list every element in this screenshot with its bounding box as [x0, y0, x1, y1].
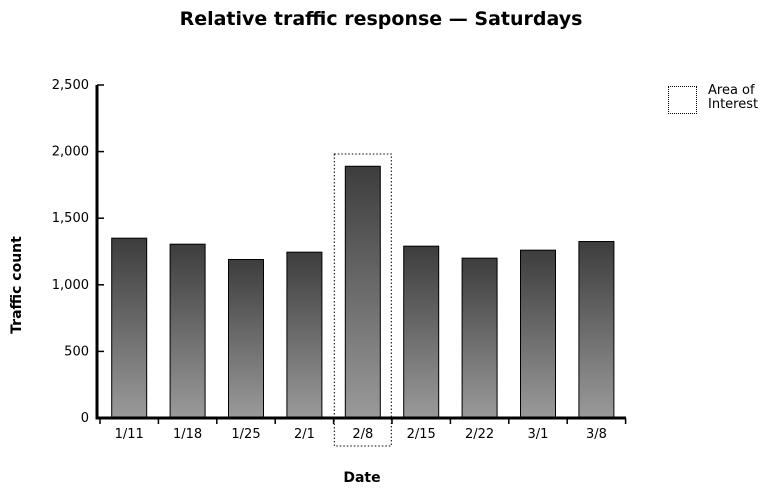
area-of-interest-box — [333, 153, 392, 447]
chart-title: Relative traffic response — Saturdays — [179, 8, 583, 30]
x-tick-label: 1/11 — [115, 427, 144, 442]
y-tick-label: 2,000 — [52, 145, 89, 160]
bar-3-1 — [520, 249, 556, 419]
x-tick-label: 2/8 — [352, 427, 373, 442]
x-tick-label: 3/8 — [586, 427, 607, 442]
x-axis-title: Date — [343, 470, 381, 486]
legend-label: Area of Interest — [708, 83, 759, 112]
y-tick-label: 0 — [81, 411, 89, 426]
y-axis-title: Traffic count — [9, 236, 25, 334]
legend-swatch — [668, 86, 697, 114]
bar-1-25 — [228, 258, 264, 419]
bar-2-15 — [403, 245, 440, 419]
y-tick-label: 1,000 — [52, 278, 89, 293]
y-tick-label: 2,500 — [52, 78, 89, 93]
bar-3-8 — [578, 241, 615, 419]
bar-2-8 — [344, 165, 381, 419]
x-tick-label: 1/25 — [231, 427, 260, 442]
x-tick-label: 2/1 — [294, 427, 315, 442]
y-tick-label: 500 — [64, 344, 89, 359]
bar-1-18 — [169, 243, 206, 419]
bar-1-11 — [111, 237, 148, 419]
x-tick-label: 3/1 — [528, 427, 549, 442]
x-tick-label: 1/18 — [173, 427, 202, 442]
bar-2-1 — [286, 251, 323, 419]
x-tick-label: 2/15 — [407, 427, 436, 442]
y-tick-label: 1,500 — [52, 211, 89, 226]
bar-2-22 — [461, 257, 498, 419]
x-tick-label: 2/22 — [465, 427, 494, 442]
